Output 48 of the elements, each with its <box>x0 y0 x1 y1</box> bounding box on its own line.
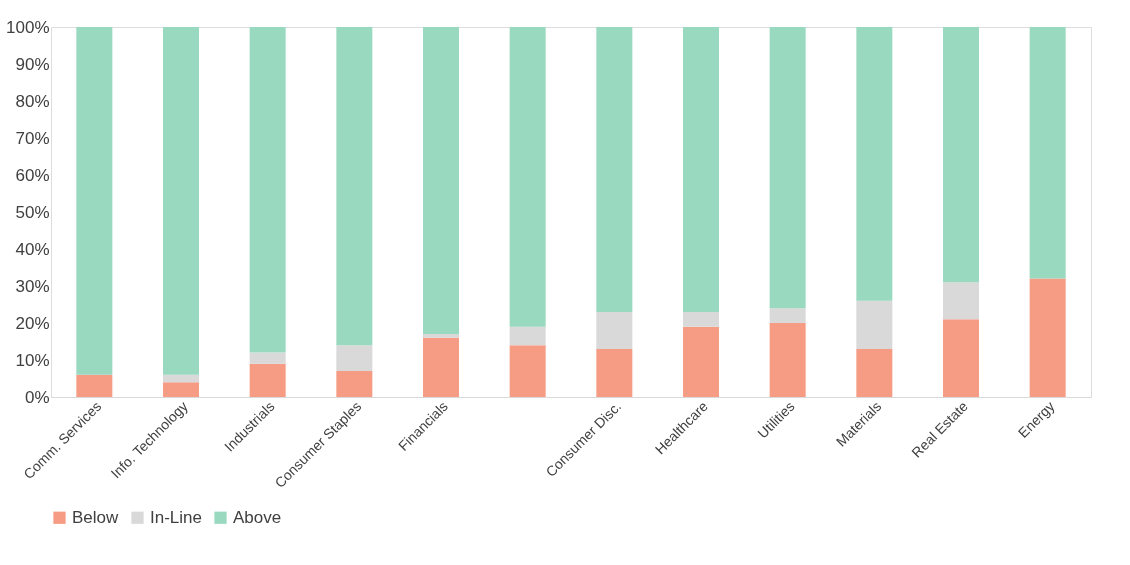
y-tick-label: 40% <box>15 239 50 259</box>
bar <box>856 348 893 397</box>
bar <box>76 374 113 397</box>
bar <box>943 319 979 397</box>
bar <box>856 27 893 301</box>
bar <box>163 27 199 375</box>
bar <box>163 374 199 383</box>
bar <box>683 326 719 397</box>
bar <box>509 345 546 397</box>
bar <box>76 27 113 375</box>
bar <box>769 308 806 323</box>
y-tick-label: 100% <box>6 17 50 37</box>
bar <box>769 27 806 309</box>
y-tick-label: 30% <box>15 276 50 296</box>
bar <box>423 334 459 338</box>
bar <box>1029 278 1066 397</box>
bar <box>336 371 373 397</box>
bar <box>509 27 546 327</box>
legend-label: Above <box>233 507 282 527</box>
bar <box>1029 27 1066 279</box>
bar <box>943 27 979 283</box>
bar <box>596 27 633 312</box>
bar <box>769 323 806 397</box>
bar <box>856 300 893 349</box>
bar <box>683 27 719 312</box>
y-tick-label: 70% <box>15 128 50 148</box>
bar <box>163 382 199 397</box>
bar <box>336 345 373 372</box>
bar <box>509 326 546 346</box>
bar <box>596 348 633 397</box>
y-tick-label: 0% <box>24 387 50 407</box>
bar <box>249 363 286 397</box>
bar <box>596 311 633 349</box>
bar <box>336 27 373 346</box>
legend-label: Below <box>72 507 120 527</box>
y-tick-label: 10% <box>15 350 50 370</box>
bar <box>423 337 459 397</box>
bar <box>249 352 286 364</box>
legend-label: In-Line <box>150 507 202 527</box>
bar <box>249 27 286 353</box>
y-tick-label: 90% <box>15 54 50 74</box>
y-tick-label: 60% <box>15 165 50 185</box>
bar <box>683 311 719 327</box>
y-tick-label: 20% <box>15 313 50 333</box>
y-tick-label: 50% <box>15 202 50 222</box>
bar <box>943 282 979 320</box>
bar <box>423 27 459 335</box>
y-tick-label: 80% <box>15 91 50 111</box>
